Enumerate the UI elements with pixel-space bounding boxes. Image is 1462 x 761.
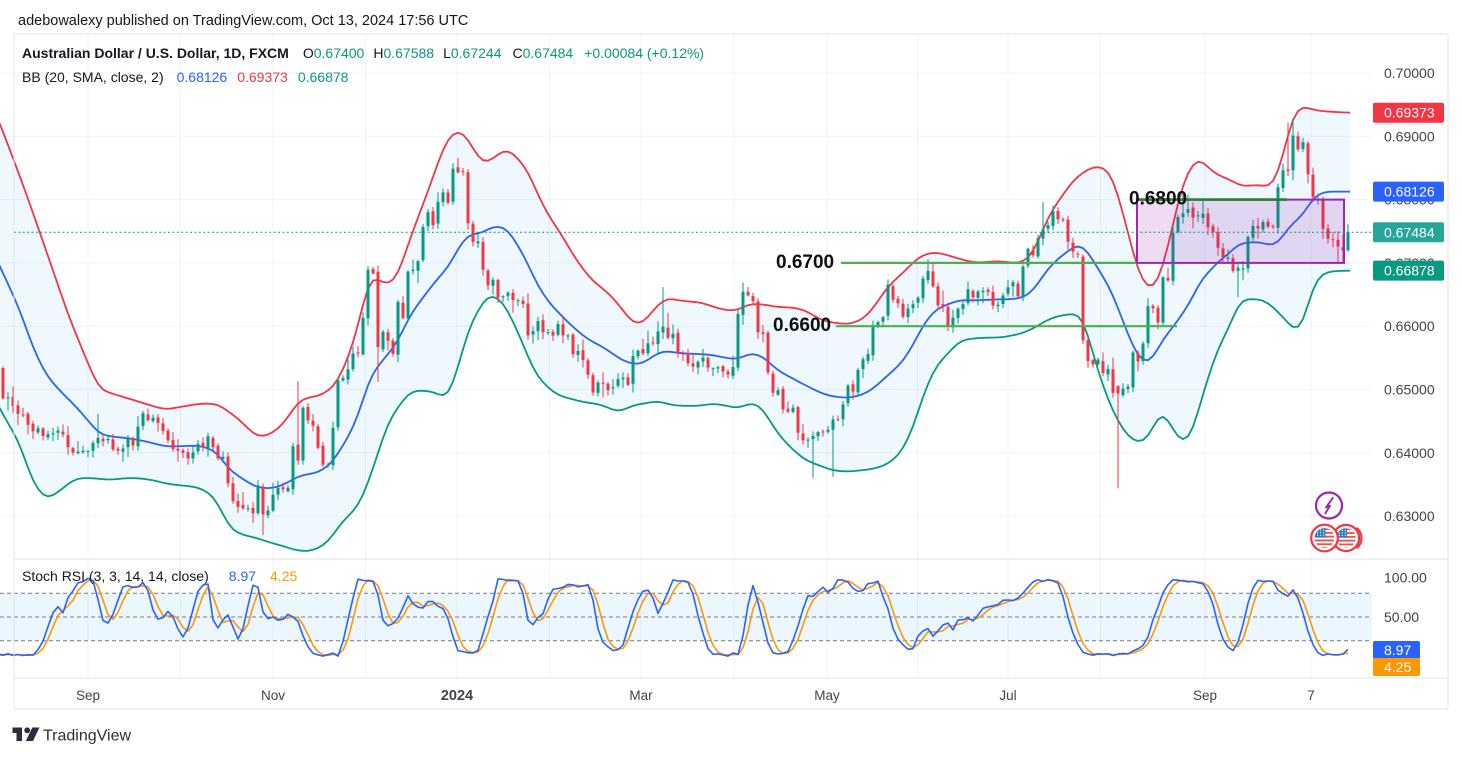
svg-text:0.66000: 0.66000 xyxy=(1384,318,1435,334)
svg-text:Sep: Sep xyxy=(1193,688,1217,703)
svg-text:8.97: 8.97 xyxy=(1384,642,1411,658)
svg-text:4.25: 4.25 xyxy=(1384,659,1411,675)
svg-text:0.63000: 0.63000 xyxy=(1384,508,1435,524)
svg-text:0.65000: 0.65000 xyxy=(1384,382,1435,398)
svg-text:Sep: Sep xyxy=(76,688,100,703)
svg-text:100.00: 100.00 xyxy=(1384,570,1427,586)
svg-text:50.00: 50.00 xyxy=(1384,609,1419,625)
svg-text:0.6600: 0.6600 xyxy=(773,315,831,336)
svg-text:0.70000: 0.70000 xyxy=(1384,65,1435,81)
svg-text:0.67484: 0.67484 xyxy=(1384,224,1435,240)
svg-text:2024: 2024 xyxy=(441,688,473,704)
svg-text:May: May xyxy=(814,688,840,703)
svg-text:Australian Dollar / U.S. Dolla: Australian Dollar / U.S. Dollar, 1D, FXC… xyxy=(22,45,704,61)
svg-text:Mar: Mar xyxy=(629,688,653,703)
svg-text:0.66878: 0.66878 xyxy=(1384,263,1435,279)
svg-text:Nov: Nov xyxy=(261,688,285,703)
svg-text:adebowalexy published on Tradi: adebowalexy published on TradingView.com… xyxy=(18,13,468,29)
svg-text:0.6700: 0.6700 xyxy=(776,252,834,273)
svg-text:0.69000: 0.69000 xyxy=(1384,128,1435,144)
svg-text:Stoch RSI (3, 3, 14, 14, close: Stoch RSI (3, 3, 14, 14, close) 8.97 4.25 xyxy=(22,568,297,584)
svg-text:Jul: Jul xyxy=(999,688,1016,703)
svg-text:0.68126: 0.68126 xyxy=(1384,184,1435,200)
svg-text:0.69373: 0.69373 xyxy=(1384,105,1435,121)
svg-text:TradingView: TradingView xyxy=(43,728,131,745)
svg-text:7: 7 xyxy=(1307,688,1315,703)
svg-text:0.64000: 0.64000 xyxy=(1384,445,1435,461)
svg-text:0.6800: 0.6800 xyxy=(1129,189,1187,210)
